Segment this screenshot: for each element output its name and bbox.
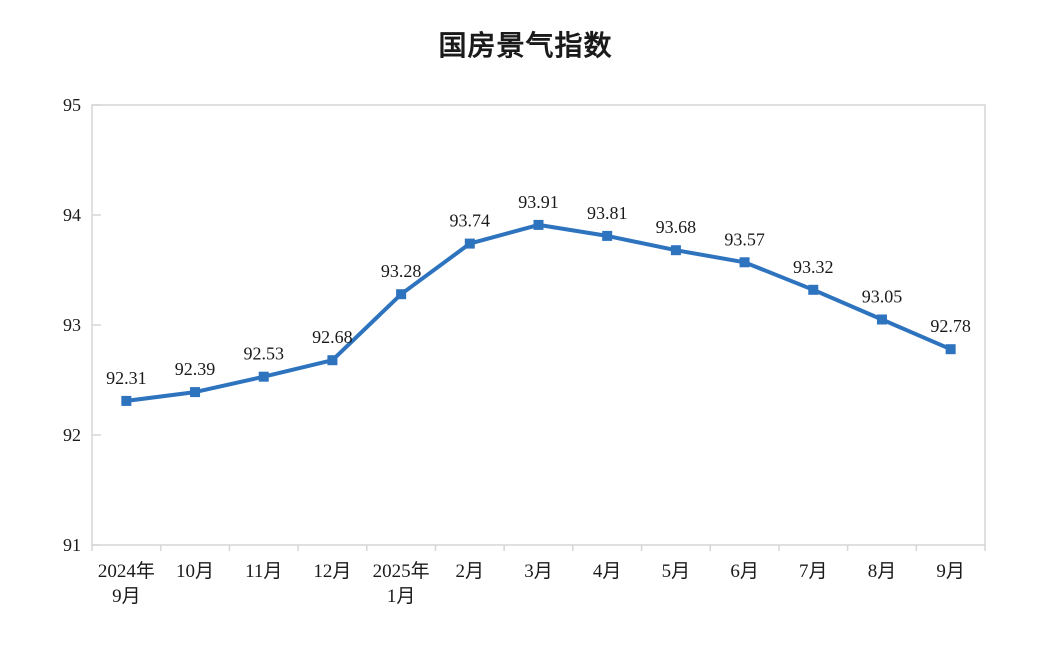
- x-axis-label: 5月: [662, 561, 691, 582]
- data-point-label: 92.68: [312, 327, 353, 347]
- data-point-label: 92.39: [175, 359, 216, 379]
- data-point-marker: [190, 387, 201, 398]
- y-axis-label: 91: [63, 535, 81, 555]
- data-point-label: 92.78: [930, 316, 971, 336]
- data-point-label: 93.57: [724, 229, 765, 249]
- y-axis-label: 94: [63, 205, 81, 225]
- x-axis-label: 7月: [799, 561, 828, 582]
- data-point-marker: [533, 219, 544, 230]
- data-point-label: 93.32: [793, 257, 834, 277]
- data-point-marker: [808, 284, 819, 295]
- data-point-marker: [739, 257, 750, 268]
- y-axis-label: 95: [63, 95, 81, 115]
- y-axis-label: 93: [63, 315, 81, 335]
- plot-area-border: [91, 104, 986, 546]
- x-axis-label: 2025年: [373, 560, 430, 582]
- x-axis-label: 6月: [730, 561, 759, 582]
- x-axis-label: 9月: [936, 561, 965, 582]
- data-point-label: 93.74: [450, 211, 491, 231]
- x-axis-label: 1月: [387, 586, 416, 607]
- x-axis-label: 2024年: [98, 560, 155, 582]
- y-axis-label: 92: [63, 425, 81, 445]
- data-point-marker: [670, 245, 681, 256]
- data-point-marker: [602, 230, 613, 241]
- data-point-marker: [258, 371, 269, 382]
- x-axis-label: 8月: [868, 561, 897, 582]
- x-axis-label: 4月: [593, 561, 622, 582]
- data-point-marker: [121, 395, 132, 406]
- data-point-marker: [876, 314, 887, 325]
- data-point-label: 93.91: [518, 192, 559, 212]
- chart-title: 国房景气指数: [438, 30, 613, 61]
- data-point-label: 93.81: [587, 203, 628, 223]
- data-point-marker: [327, 355, 338, 366]
- data-point-label: 92.53: [243, 344, 284, 364]
- data-point-label: 93.68: [656, 217, 697, 237]
- x-axis-label: 12月: [313, 561, 351, 582]
- x-axis-label: 11月: [245, 561, 282, 582]
- data-point-label: 93.05: [862, 287, 903, 307]
- x-axis-label: 9月: [112, 586, 141, 607]
- x-axis-label: 3月: [524, 561, 553, 582]
- data-point-marker: [396, 289, 407, 300]
- x-axis-label: 10月: [176, 561, 214, 582]
- x-axis-label: 2月: [456, 561, 485, 582]
- data-point-marker: [464, 238, 475, 249]
- data-point-label: 92.31: [106, 368, 147, 388]
- data-point-label: 93.28: [381, 261, 422, 281]
- data-point-marker: [945, 344, 956, 355]
- series-line: [124, 222, 953, 403]
